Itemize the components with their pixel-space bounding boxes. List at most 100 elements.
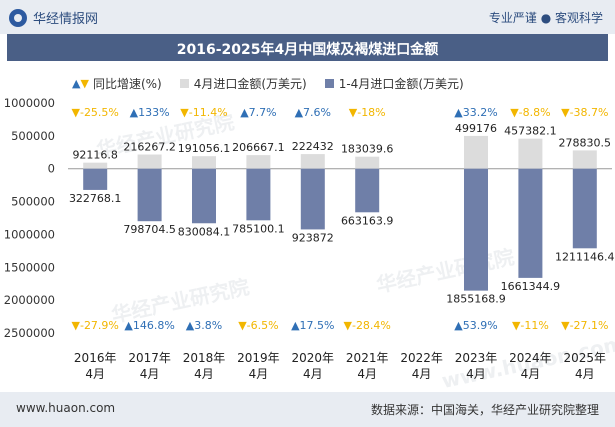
growth-monthly-label: ▼-11.4%: [180, 106, 227, 119]
monthly-bar: [300, 154, 325, 169]
growth-cumulative-label: ▲3.8%: [186, 319, 222, 332]
up-arrow-icon: ▲: [124, 319, 133, 332]
legend-cumulative: 1-4月进口金额(万美元): [324, 75, 464, 92]
cumulative-bar: [192, 168, 216, 224]
growth-cumulative-label: ▼-11%: [512, 319, 549, 332]
y-tick-label: 500000: [11, 129, 55, 143]
up-arrow-icon: ▲: [186, 319, 195, 332]
x-tick-label: 2023年: [455, 351, 498, 365]
cumulative-value-label: 1855168.9: [446, 293, 506, 306]
cumulative-bar: [518, 168, 543, 278]
growth-rate-value: -25.5%: [80, 106, 119, 119]
footer-url[interactable]: www.huaon.com: [16, 401, 116, 415]
down-arrow-icon: ▼: [180, 106, 189, 119]
monthly-bar: [246, 155, 271, 169]
up-arrow-icon: ▲: [72, 77, 81, 90]
growth-rate-value: 7.6%: [303, 106, 331, 119]
monthly-value-label: 92116.8: [72, 149, 118, 162]
cumulative-bar: [300, 168, 325, 230]
growth-monthly-label: ▼-8.8%: [510, 106, 550, 119]
monthly-bar: [83, 162, 108, 169]
cumulative-bar: [137, 168, 162, 222]
up-arrow-icon: ▲: [130, 106, 139, 119]
cumulative-bar: [464, 168, 488, 291]
x-tick-label: 4月: [466, 367, 486, 381]
cumulative-bar: [83, 168, 108, 190]
down-arrow-icon: ▼: [561, 319, 570, 332]
monthly-value-label: 499176: [455, 122, 497, 135]
legend-label: 4月进口金额(万美元): [193, 77, 307, 91]
x-tick-label: 4月: [575, 367, 595, 381]
growth-rate-value: 17.5%: [300, 319, 335, 332]
growth-rate-value: -8.8%: [519, 106, 551, 119]
growth-rate-value: 33.2%: [463, 106, 498, 119]
down-arrow-icon: ▼: [349, 106, 358, 119]
up-arrow-icon: ▲: [295, 106, 304, 119]
y-tick-label: 0: [48, 162, 55, 176]
cumulative-value-label: 785100.1: [232, 222, 285, 235]
cumulative-bar: [246, 168, 271, 221]
brand[interactable]: 华经情报网: [9, 8, 98, 27]
y-tick-label: 2500000: [4, 326, 55, 340]
growth-rate-value: -38.7%: [570, 106, 609, 119]
down-arrow-icon: ▼: [561, 106, 570, 119]
top-bar: 华经情报网 专业严谨 ● 客观科学: [0, 0, 615, 34]
down-arrow-icon: ▼: [80, 77, 89, 90]
title-bar: 2016-2025年4月中国煤及褐煤进口金额: [7, 34, 608, 61]
growth-rate-value: -11%: [520, 319, 548, 332]
growth-monthly-label: ▼-38.7%: [561, 106, 608, 119]
monthly-value-label: 216267.2: [123, 141, 176, 154]
x-tick-label: 4月: [412, 367, 432, 381]
growth-monthly-label: ▲133%: [130, 106, 170, 119]
monthly-bar: [192, 156, 216, 169]
x-tick-label: 2019年: [237, 351, 280, 365]
x-tick-label: 4月: [140, 367, 160, 381]
y-tick-label: 1500000: [4, 260, 55, 274]
x-tick-label: 4月: [521, 367, 541, 381]
x-tick-label: 2020年: [292, 351, 335, 365]
down-arrow-icon: ▼: [510, 106, 519, 119]
x-tick-label: 4月: [194, 367, 214, 381]
growth-cumulative-label: ▼-6.5%: [238, 319, 278, 332]
down-arrow-icon: ▼: [72, 319, 81, 332]
monthly-value-label: 457382.1: [504, 125, 557, 138]
monthly-bar: [137, 154, 162, 169]
monthly-value-label: 183039.6: [341, 143, 394, 156]
monthly-bar: [518, 138, 543, 169]
monthly-value-label: 278830.5: [559, 136, 612, 149]
monthly-bar: [355, 156, 380, 169]
growth-rate-value: 53.9%: [463, 319, 498, 332]
y-tick-label: 1000000: [4, 96, 55, 110]
x-tick-label: 4月: [303, 367, 323, 381]
monthly-value-label: 191056.1: [178, 142, 231, 155]
growth-monthly-label: ▲7.7%: [240, 106, 276, 119]
growth-rate-value: -27.1%: [570, 319, 609, 332]
cumulative-value-label: 1211146.4: [555, 250, 615, 263]
growth-cumulative-label: ▼-27.1%: [561, 319, 608, 332]
cumulative-value-label: 322768.1: [69, 192, 122, 205]
growth-cumulative-label: ▼-28.4%: [344, 319, 391, 332]
x-tick-label: 2016年: [74, 351, 117, 365]
y-tick-label: 500000: [11, 195, 55, 209]
chart-title: 2016-2025年4月中国煤及褐煤进口金额: [176, 42, 439, 58]
cumulative-bar: [355, 168, 380, 213]
growth-rate-value: 146.8%: [133, 319, 175, 332]
site-name: 华经情报网: [33, 12, 99, 27]
cumulative-value-label: 663163.9: [341, 214, 394, 227]
growth-cumulative-label: ▼-27.9%: [72, 319, 119, 332]
x-tick-label: 2021年: [346, 351, 389, 365]
x-tick-label: 2022年: [400, 351, 443, 365]
x-tick-label: 2024年: [509, 351, 552, 365]
legend-monthly: 4月进口金额(万美元): [179, 75, 307, 92]
y-tick-label: 1000000: [4, 227, 55, 241]
x-tick-label: 4月: [85, 367, 105, 381]
down-arrow-icon: ▼: [512, 319, 521, 332]
cumulative-bar: [572, 168, 597, 249]
growth-rate-value: 133%: [138, 106, 169, 119]
slogan: 专业严谨 ● 客观科学: [488, 11, 603, 25]
cumulative-value-label: 1661344.9: [501, 280, 561, 293]
legend-label: 同比增速(%): [92, 77, 162, 91]
growth-monthly-label: ▼-25.5%: [72, 106, 119, 119]
down-arrow-icon: ▼: [344, 319, 353, 332]
up-arrow-icon: ▲: [454, 106, 463, 119]
